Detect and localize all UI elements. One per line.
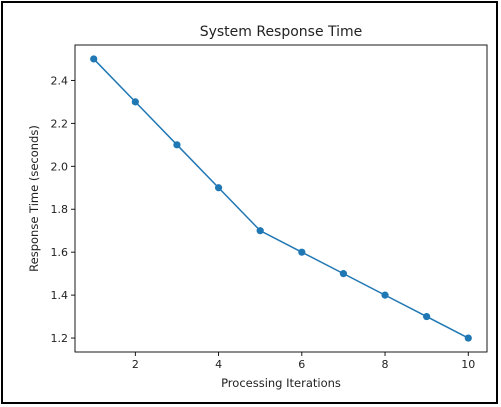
y-axis: 1.2 1.4 1.6 1.8 2.0 2.2 2.4 (51, 74, 76, 345)
y-tick-label: 2.2 (51, 117, 69, 130)
plot-area (75, 45, 487, 352)
y-tick-label: 1.4 (51, 289, 69, 302)
y-axis-label: Response Time (seconds) (27, 125, 41, 272)
series-layer (90, 55, 472, 341)
data-point (381, 292, 388, 299)
x-axis: 2 4 6 8 10 (132, 352, 475, 371)
x-tick-label: 8 (382, 358, 389, 371)
data-point (465, 334, 472, 341)
y-tick-label: 2.0 (51, 160, 69, 173)
y-tick-label: 1.2 (51, 332, 69, 345)
data-point (215, 184, 222, 191)
series-line (94, 59, 469, 338)
x-tick-label: 4 (215, 358, 222, 371)
y-tick-label: 1.6 (51, 246, 69, 259)
y-tick-label: 1.8 (51, 203, 69, 216)
chart-title: System Response Time (200, 24, 363, 40)
data-point (173, 141, 180, 148)
x-axis-label: Processing Iterations (221, 376, 341, 390)
data-point (90, 55, 97, 62)
data-point (298, 249, 305, 256)
x-tick-label: 6 (298, 358, 305, 371)
data-point (132, 98, 139, 105)
data-point (423, 313, 430, 320)
x-tick-label: 2 (132, 358, 139, 371)
data-point (340, 270, 347, 277)
y-tick-label: 2.4 (51, 74, 69, 87)
x-tick-label: 10 (461, 358, 475, 371)
data-point (257, 227, 264, 234)
